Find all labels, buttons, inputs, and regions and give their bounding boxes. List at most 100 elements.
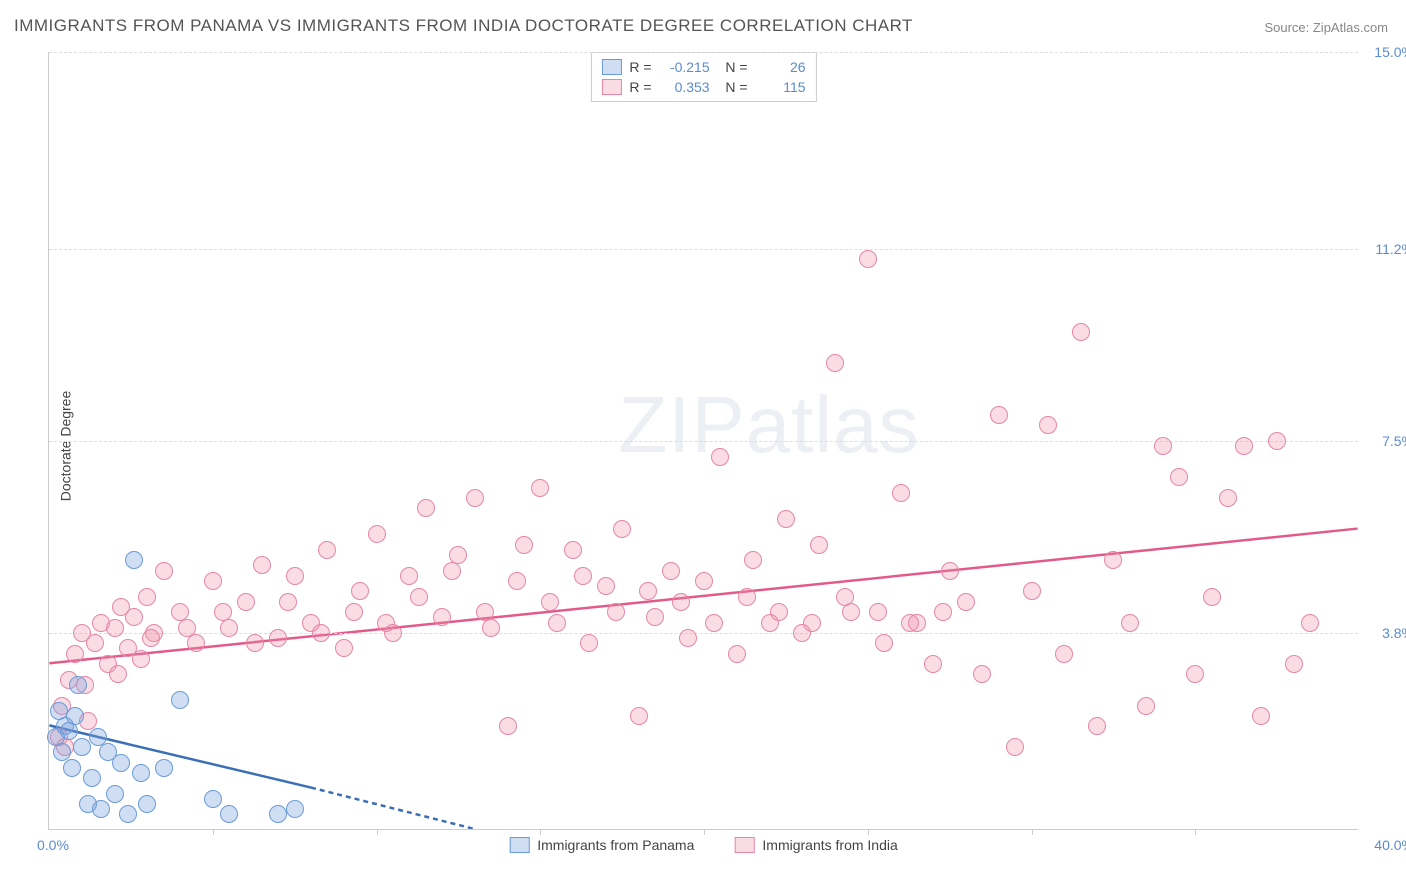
swatch-panama: [509, 837, 529, 853]
data-point-india: [279, 593, 297, 611]
data-point-india: [957, 593, 975, 611]
data-point-india: [836, 588, 854, 606]
data-point-india: [810, 536, 828, 554]
data-point-india: [345, 603, 363, 621]
x-tick: [377, 829, 378, 835]
data-point-india: [842, 603, 860, 621]
data-point-india: [417, 499, 435, 517]
data-point-india: [924, 655, 942, 673]
x-tick: [868, 829, 869, 835]
legend-label-india: Immigrants from India: [762, 837, 897, 853]
data-point-india: [368, 525, 386, 543]
data-point-india: [1186, 665, 1204, 683]
data-point-panama: [204, 790, 222, 808]
data-point-india: [106, 619, 124, 637]
data-point-india: [178, 619, 196, 637]
data-point-india: [1121, 614, 1139, 632]
data-point-india: [679, 629, 697, 647]
data-point-india: [1252, 707, 1270, 725]
legend-item-panama: Immigrants from Panama: [509, 837, 694, 853]
data-point-india: [132, 650, 150, 668]
gridline: [49, 249, 1358, 250]
data-point-india: [109, 665, 127, 683]
x-tick: [1195, 829, 1196, 835]
data-point-india: [1006, 738, 1024, 756]
watermark: ZIPatlas: [618, 379, 919, 471]
stat-r-india: 0.353: [660, 79, 710, 95]
data-point-india: [803, 614, 821, 632]
stat-n-label: N =: [718, 59, 748, 75]
x-tick: [704, 829, 705, 835]
data-point-india: [1301, 614, 1319, 632]
bottom-legend: Immigrants from Panama Immigrants from I…: [509, 837, 898, 853]
data-point-india: [466, 489, 484, 507]
data-point-panama: [119, 805, 137, 823]
data-point-india: [580, 634, 598, 652]
data-point-india: [237, 593, 255, 611]
data-point-india: [990, 406, 1008, 424]
data-point-india: [187, 634, 205, 652]
stat-n-india: 115: [756, 79, 806, 95]
data-point-india: [246, 634, 264, 652]
data-point-india: [875, 634, 893, 652]
plot-area: ZIPatlas R = -0.215 N = 26 R = 0.353 N =…: [48, 52, 1358, 830]
watermark-atlas: atlas: [746, 380, 920, 469]
data-point-india: [155, 562, 173, 580]
data-point-india: [531, 479, 549, 497]
data-point-india: [1170, 468, 1188, 486]
data-point-india: [335, 639, 353, 657]
data-point-india: [410, 588, 428, 606]
data-point-india: [662, 562, 680, 580]
x-tick: [1032, 829, 1033, 835]
data-point-india: [214, 603, 232, 621]
data-point-india: [607, 603, 625, 621]
data-point-india: [204, 572, 222, 590]
data-point-india: [1137, 697, 1155, 715]
data-point-panama: [92, 800, 110, 818]
swatch-india: [601, 79, 621, 95]
data-point-india: [318, 541, 336, 559]
source-label: Source: ZipAtlas.com: [1264, 20, 1388, 35]
data-point-india: [892, 484, 910, 502]
data-point-india: [1072, 323, 1090, 341]
data-point-panama: [220, 805, 238, 823]
data-point-panama: [106, 785, 124, 803]
data-point-india: [1039, 416, 1057, 434]
data-point-india: [253, 556, 271, 574]
stats-row-india: R = 0.353 N = 115: [601, 77, 805, 97]
stat-n-label: N =: [718, 79, 748, 95]
data-point-panama: [73, 738, 91, 756]
data-point-india: [973, 665, 991, 683]
data-point-india: [499, 717, 517, 735]
data-point-india: [508, 572, 526, 590]
x-origin-label: 0.0%: [37, 837, 69, 853]
stat-r-label: R =: [629, 79, 651, 95]
legend-item-india: Immigrants from India: [734, 837, 897, 853]
data-point-india: [66, 645, 84, 663]
data-point-india: [138, 588, 156, 606]
data-point-india: [1235, 437, 1253, 455]
data-point-india: [125, 608, 143, 626]
x-max-label: 40.0%: [1374, 837, 1406, 853]
data-point-panama: [66, 707, 84, 725]
data-point-india: [1104, 551, 1122, 569]
y-tick-label: 3.8%: [1382, 625, 1406, 641]
legend-label-panama: Immigrants from Panama: [537, 837, 694, 853]
data-point-panama: [155, 759, 173, 777]
data-point-india: [515, 536, 533, 554]
data-point-india: [541, 593, 559, 611]
data-point-india: [1088, 717, 1106, 735]
data-point-panama: [112, 754, 130, 772]
data-point-india: [613, 520, 631, 538]
data-point-india: [476, 603, 494, 621]
stats-row-panama: R = -0.215 N = 26: [601, 57, 805, 77]
data-point-india: [574, 567, 592, 585]
stat-n-panama: 26: [756, 59, 806, 75]
data-point-india: [728, 645, 746, 663]
data-point-india: [142, 629, 160, 647]
data-point-india: [597, 577, 615, 595]
data-point-india: [1285, 655, 1303, 673]
chart-title: IMMIGRANTS FROM PANAMA VS IMMIGRANTS FRO…: [14, 16, 913, 36]
data-point-india: [351, 582, 369, 600]
data-point-india: [777, 510, 795, 528]
